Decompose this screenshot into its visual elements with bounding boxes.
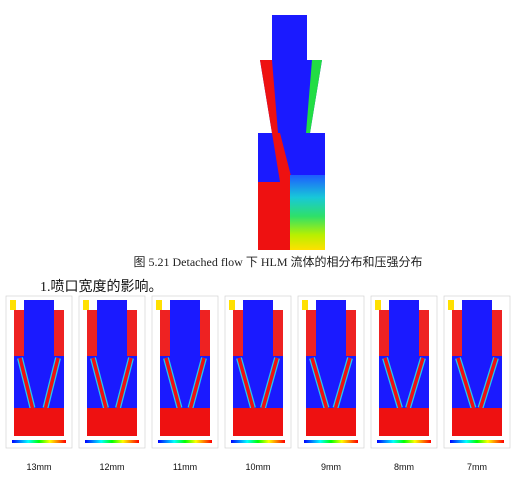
color-scale [12, 440, 66, 443]
section-heading: 1.喷口宽度的影响。 [40, 278, 163, 295]
left-wall [87, 310, 97, 356]
upper-column [243, 300, 273, 360]
simulation-panel [370, 295, 438, 449]
simulation-panel [5, 295, 73, 449]
color-scale [304, 440, 358, 443]
left-sheet [456, 357, 476, 409]
panel-label: 12mm [99, 462, 124, 472]
left-cap [10, 300, 16, 310]
right-sheet [478, 357, 498, 409]
simulation-panel [443, 295, 511, 449]
panel-row: 13mm 12mm 11mm 10mm 9mm 8mm 7mm [5, 295, 511, 472]
left-sheet [164, 357, 182, 409]
right-wall [492, 310, 502, 356]
right-wall [200, 310, 210, 356]
left-sheet [91, 357, 108, 409]
left-cap [229, 300, 235, 310]
bottom-liquid [87, 408, 137, 436]
left-cap [302, 300, 308, 310]
right-sheet [261, 357, 279, 409]
right-sheet [333, 357, 352, 409]
panel-label: 9mm [321, 462, 341, 472]
main-figure [258, 15, 325, 250]
left-wall [160, 310, 170, 356]
bottom-liquid [452, 408, 502, 436]
left-wall [14, 310, 24, 356]
bottom-liquid [160, 408, 210, 436]
left-cap [83, 300, 89, 310]
left-cap [448, 300, 454, 310]
left-cap [375, 300, 381, 310]
bottom-liquid [306, 408, 356, 436]
left-wall [379, 310, 389, 356]
left-sheet [310, 357, 329, 409]
left-sheet [18, 357, 35, 409]
bottom-liquid [14, 408, 64, 436]
upper-column [170, 300, 200, 360]
right-wall [419, 310, 429, 356]
panel-label: 10mm [245, 462, 270, 472]
right-sheet [188, 357, 206, 409]
left-cap [156, 300, 162, 310]
right-sheet [406, 357, 425, 409]
simulation-panel [78, 295, 146, 449]
bottom-liquid [379, 408, 429, 436]
color-scale [231, 440, 285, 443]
upper-column [462, 300, 492, 360]
right-wall [127, 310, 137, 356]
left-wall [233, 310, 243, 356]
color-scale [158, 440, 212, 443]
right-wall [273, 310, 283, 356]
simulation-panel [297, 295, 365, 449]
upper-column [97, 300, 127, 360]
color-scale [85, 440, 139, 443]
simulation-panel [151, 295, 219, 449]
right-sheet [43, 357, 60, 409]
left-wall [306, 310, 316, 356]
panel-label: 13mm [26, 462, 51, 472]
upper-column [24, 300, 54, 360]
bottom-liquid [233, 408, 283, 436]
right-wall [54, 310, 64, 356]
panel-label: 11mm [173, 462, 197, 472]
left-sheet [383, 357, 402, 409]
panel-label: 7mm [467, 462, 487, 472]
right-wall [346, 310, 356, 356]
color-scale [377, 440, 431, 443]
upper-column [316, 300, 346, 360]
upper-column [389, 300, 419, 360]
figure-caption: 图 5.21 Detached flow 下 HLM 流体的相分布和压强分布 [134, 254, 423, 269]
right-sheet [116, 357, 133, 409]
left-sheet [237, 357, 255, 409]
color-scale [450, 440, 504, 443]
simulation-panel [224, 295, 292, 449]
left-wall [452, 310, 462, 356]
panel-label: 8mm [394, 462, 414, 472]
